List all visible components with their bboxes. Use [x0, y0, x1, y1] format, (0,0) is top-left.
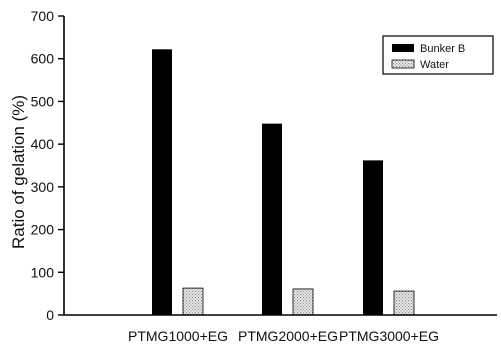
bar-bunker-b — [363, 160, 383, 315]
legend-label-bunker-b: Bunker B — [420, 43, 465, 55]
legend-box — [382, 35, 494, 75]
y-tick-label: 200 — [31, 222, 55, 238]
x-axis-labels: PTMG1000+EG PTMG2000+EG PTMG3000+EG — [128, 328, 439, 344]
x-category-label: PTMG1000+EG — [128, 328, 228, 344]
y-tick-label: 700 — [31, 8, 55, 24]
y-axis: 0 100 200 300 400 500 600 700 — [31, 8, 64, 323]
legend: Bunker B Water — [382, 35, 494, 75]
bars-group — [152, 49, 415, 316]
bar-bunker-b — [262, 123, 282, 315]
x-category-label: PTMG3000+EG — [339, 328, 439, 344]
y-tick-label: 0 — [46, 307, 54, 323]
legend-swatch-bunker-b — [392, 44, 414, 52]
y-tick-label: 100 — [31, 264, 55, 280]
bar-water — [393, 290, 415, 316]
bar-water — [182, 287, 204, 316]
x-category-label: PTMG2000+EG — [238, 328, 338, 344]
bar-water — [292, 288, 314, 316]
y-tick-label: 500 — [31, 93, 55, 109]
y-tick-label: 300 — [31, 179, 55, 195]
bar-bunker-b — [152, 49, 172, 316]
legend-label-water: Water — [420, 59, 449, 71]
y-axis-title: Ratio of gelation (%) — [9, 95, 28, 249]
y-tick-label: 600 — [31, 51, 55, 67]
y-tick-label: 400 — [31, 136, 55, 152]
legend-swatch-water — [391, 59, 415, 69]
